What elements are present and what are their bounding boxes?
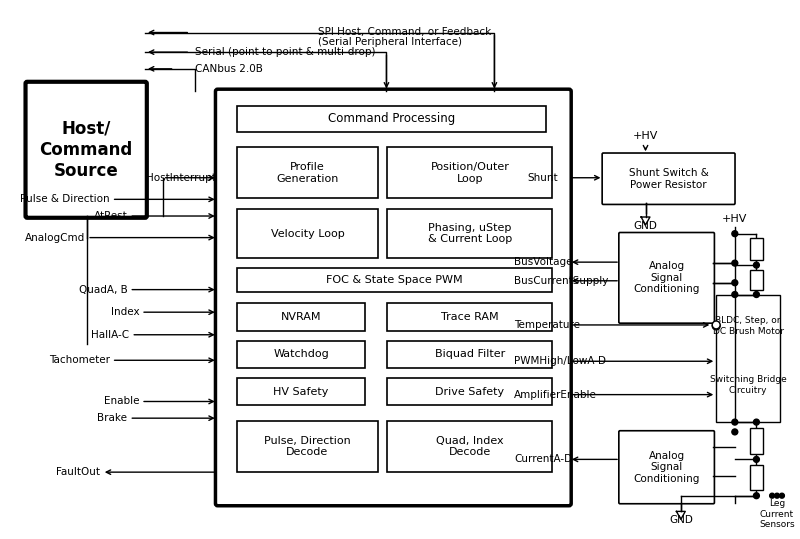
FancyBboxPatch shape <box>26 82 147 218</box>
Bar <box>238 378 365 405</box>
Circle shape <box>732 280 738 286</box>
Text: Shunt Switch &
Power Resistor: Shunt Switch & Power Resistor <box>629 168 709 190</box>
Text: Position/Outer
Loop: Position/Outer Loop <box>430 162 510 184</box>
Circle shape <box>732 231 738 237</box>
Text: +HV: +HV <box>633 130 658 141</box>
Bar <box>716 294 780 422</box>
Bar <box>238 421 378 472</box>
Text: Shunt: Shunt <box>528 172 558 183</box>
Text: Index: Index <box>110 307 139 317</box>
Bar <box>387 378 552 405</box>
Text: HostInterrupt: HostInterrupt <box>146 172 216 183</box>
Text: Enable: Enable <box>104 397 139 406</box>
Text: Tachometer: Tachometer <box>49 355 110 365</box>
Text: Analog
Signal
Conditioning: Analog Signal Conditioning <box>634 451 700 484</box>
Text: SPI Host, Command, or Feedback: SPI Host, Command, or Feedback <box>318 26 491 37</box>
Circle shape <box>754 457 759 462</box>
Circle shape <box>712 322 720 330</box>
Bar <box>387 421 552 472</box>
Circle shape <box>712 321 720 329</box>
Circle shape <box>754 292 759 298</box>
Circle shape <box>770 493 774 498</box>
Text: NVRAM: NVRAM <box>281 312 322 322</box>
Text: Trace RAM: Trace RAM <box>441 312 498 322</box>
Text: CANbus 2.0B: CANbus 2.0B <box>195 64 263 74</box>
Circle shape <box>732 419 738 425</box>
Text: Leg
Current
Sensors: Leg Current Sensors <box>759 500 795 529</box>
Circle shape <box>779 493 784 498</box>
Text: Serial (point to point & multi-drop): Serial (point to point & multi-drop) <box>195 47 375 57</box>
Text: +HV: +HV <box>722 214 747 224</box>
Text: HV Safety: HV Safety <box>274 386 329 397</box>
Text: (Serial Peripheral Interface): (Serial Peripheral Interface) <box>318 37 462 47</box>
Bar <box>387 147 552 198</box>
Text: Phasing, uStep
& Current Loop: Phasing, uStep & Current Loop <box>428 223 512 245</box>
Text: PWMHigh/LowA-D: PWMHigh/LowA-D <box>514 356 606 367</box>
Bar <box>238 106 546 132</box>
Text: Brake: Brake <box>98 413 127 423</box>
Circle shape <box>754 493 759 499</box>
Text: Switching Bridge
Circuitry: Switching Bridge Circuitry <box>710 375 786 395</box>
Bar <box>750 238 763 260</box>
Bar <box>238 341 365 368</box>
Bar <box>387 303 552 331</box>
Bar <box>238 268 552 292</box>
Bar <box>750 465 763 490</box>
Text: AmplifierEnable: AmplifierEnable <box>514 390 597 399</box>
FancyBboxPatch shape <box>619 431 714 504</box>
Text: Watchdog: Watchdog <box>274 349 329 360</box>
Bar <box>387 341 552 368</box>
FancyBboxPatch shape <box>619 232 714 323</box>
Text: GND: GND <box>634 221 658 231</box>
Circle shape <box>732 260 738 266</box>
Text: Temperature: Temperature <box>514 320 580 330</box>
Text: QuadA, B: QuadA, B <box>78 285 127 295</box>
Text: Quad, Index
Decode: Quad, Index Decode <box>436 436 504 458</box>
Circle shape <box>774 493 779 498</box>
Text: HallA-C: HallA-C <box>91 330 130 340</box>
FancyBboxPatch shape <box>215 89 571 506</box>
Circle shape <box>754 419 759 425</box>
Bar <box>750 270 763 290</box>
Text: FOC & State Space PWM: FOC & State Space PWM <box>326 275 463 285</box>
Text: AtRest: AtRest <box>94 211 127 221</box>
Text: Analog
Signal
Conditioning: Analog Signal Conditioning <box>634 261 700 294</box>
Text: Profile
Generation: Profile Generation <box>276 162 338 184</box>
Text: Command Processing: Command Processing <box>328 112 455 126</box>
Circle shape <box>732 429 738 435</box>
Text: AnalogCmd: AnalogCmd <box>25 233 85 243</box>
FancyBboxPatch shape <box>602 153 735 204</box>
Text: FaultOut: FaultOut <box>56 467 100 477</box>
Text: BusVoltage: BusVoltage <box>514 257 573 267</box>
Text: BusCurrentSupply: BusCurrentSupply <box>514 276 609 286</box>
Circle shape <box>732 292 738 298</box>
Bar <box>387 209 552 258</box>
Text: Drive Safety: Drive Safety <box>435 386 505 397</box>
Text: GND: GND <box>669 515 693 525</box>
Bar <box>750 427 763 454</box>
Text: Pulse & Direction: Pulse & Direction <box>20 195 110 204</box>
Text: CurrentA-D: CurrentA-D <box>514 454 572 465</box>
Bar <box>238 147 378 198</box>
Bar <box>238 303 365 331</box>
Text: BLDC, Step, or
DC Brush Motor: BLDC, Step, or DC Brush Motor <box>713 316 783 336</box>
Text: Velocity Loop: Velocity Loop <box>270 229 344 239</box>
Circle shape <box>754 262 759 268</box>
Text: Pulse, Direction
Decode: Pulse, Direction Decode <box>264 436 351 458</box>
Text: Host/
Command
Source: Host/ Command Source <box>39 120 133 179</box>
Text: Biquad Filter: Biquad Filter <box>434 349 505 360</box>
Bar <box>238 209 378 258</box>
